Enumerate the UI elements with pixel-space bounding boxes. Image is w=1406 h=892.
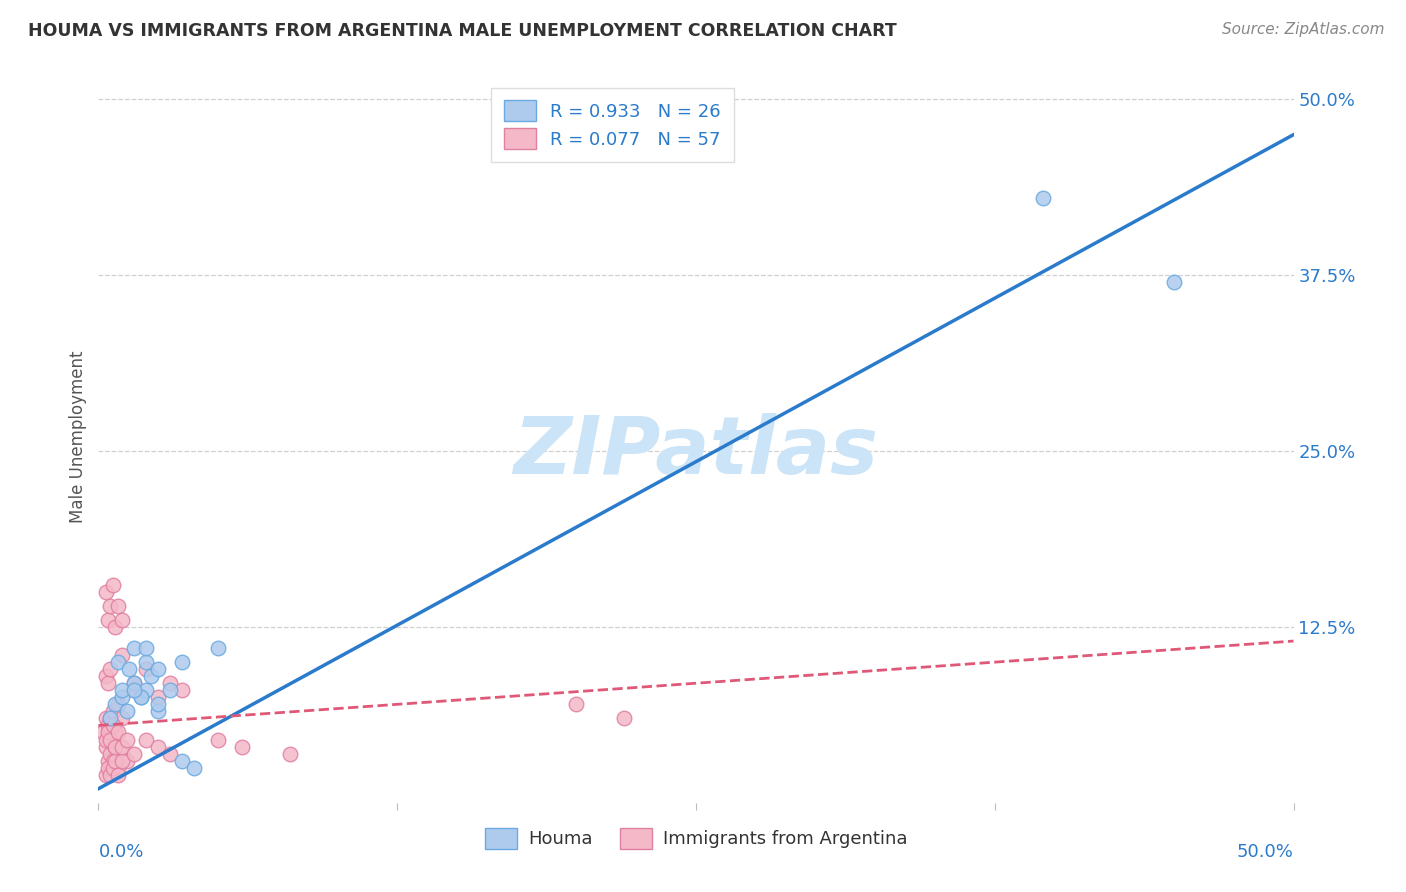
Point (98, 662, 122, 676)
Point (135, 655, 157, 669)
Point (124, 676, 146, 690)
Point (98, 732, 122, 747)
Point (101, 705, 124, 719)
Point (148, 662, 170, 676)
Point (111, 690, 134, 705)
Point (94, 584, 117, 599)
Point (124, 747, 146, 761)
Legend: Houma, Immigrants from Argentina: Houma, Immigrants from Argentina (478, 821, 914, 856)
Y-axis label: Male Unemployment: Male Unemployment (69, 351, 87, 524)
Point (115, 754, 138, 768)
Point (139, 669, 162, 683)
Point (107, 698, 129, 712)
Point (148, 690, 170, 705)
Point (98, 767, 122, 781)
Point (107, 761, 129, 775)
Point (111, 739, 134, 754)
Point (131, 690, 153, 705)
Point (172, 655, 194, 669)
Point (1032, 191, 1054, 205)
Point (101, 718, 124, 732)
Point (172, 754, 194, 768)
Point (104, 739, 127, 754)
Point (207, 732, 229, 747)
Point (135, 662, 157, 676)
Point (135, 641, 157, 656)
Point (107, 725, 129, 739)
Point (98, 747, 122, 761)
Point (124, 683, 146, 698)
Point (107, 599, 129, 613)
Point (131, 690, 153, 705)
Point (111, 648, 134, 662)
Point (565, 698, 588, 712)
Point (94, 732, 117, 747)
Point (97, 718, 120, 732)
Point (278, 747, 301, 761)
Point (115, 732, 138, 747)
Point (124, 641, 146, 656)
Point (115, 705, 138, 719)
Point (91, 725, 114, 739)
Point (98, 711, 122, 725)
Point (101, 761, 124, 775)
Point (104, 754, 127, 768)
Point (98, 599, 122, 613)
Point (172, 683, 194, 698)
Point (148, 698, 170, 712)
Point (111, 613, 134, 627)
Point (124, 683, 146, 698)
Point (98, 711, 122, 725)
Point (101, 754, 124, 768)
Point (135, 683, 157, 698)
Point (94, 767, 117, 781)
Point (207, 641, 229, 656)
Point (94, 739, 117, 754)
Point (94, 669, 117, 683)
Point (94, 711, 117, 725)
Point (111, 747, 134, 761)
Point (104, 698, 127, 712)
Point (111, 754, 134, 768)
Point (159, 683, 181, 698)
Point (104, 739, 127, 754)
Point (97, 613, 120, 627)
Point (111, 711, 134, 725)
Point (231, 739, 253, 754)
Point (1163, 276, 1185, 290)
Text: HOUMA VS IMMIGRANTS FROM ARGENTINA MALE UNEMPLOYMENT CORRELATION CHART: HOUMA VS IMMIGRANTS FROM ARGENTINA MALE … (28, 22, 897, 40)
Point (613, 711, 636, 725)
Point (124, 676, 146, 690)
Point (97, 725, 120, 739)
Point (107, 767, 129, 781)
Point (104, 725, 127, 739)
Point (118, 662, 141, 676)
Point (148, 739, 170, 754)
Text: 0.0%: 0.0% (98, 843, 143, 861)
Point (159, 676, 181, 690)
Point (97, 676, 120, 690)
Point (97, 754, 120, 768)
Point (111, 683, 134, 698)
Text: ZIPatlas: ZIPatlas (513, 413, 879, 491)
Text: Source: ZipAtlas.com: Source: ZipAtlas.com (1222, 22, 1385, 37)
Point (107, 655, 129, 669)
Point (135, 732, 157, 747)
Point (104, 620, 127, 634)
Point (97, 761, 120, 775)
Point (148, 705, 170, 719)
Point (183, 761, 205, 775)
Point (101, 578, 124, 592)
Point (159, 747, 181, 761)
Text: 50.0%: 50.0% (1237, 843, 1294, 861)
